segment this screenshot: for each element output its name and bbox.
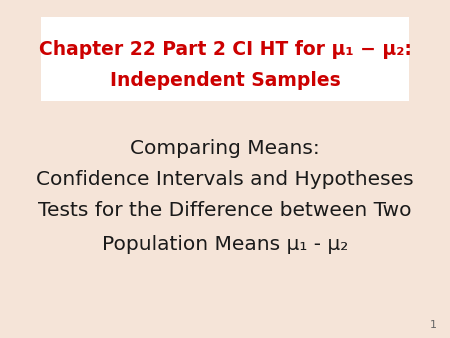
Text: Chapter 22 Part 2 CI HT for μ₁ − μ₂:: Chapter 22 Part 2 CI HT for μ₁ − μ₂: — [39, 40, 411, 58]
Text: Tests for the Difference between Two: Tests for the Difference between Two — [38, 201, 412, 220]
Text: Confidence Intervals and Hypotheses: Confidence Intervals and Hypotheses — [36, 170, 414, 189]
Text: Population Means μ₁ - μ₂: Population Means μ₁ - μ₂ — [102, 235, 348, 254]
Text: 1: 1 — [429, 319, 436, 330]
Text: Independent Samples: Independent Samples — [110, 71, 340, 90]
FancyBboxPatch shape — [40, 17, 410, 101]
Text: Comparing Means:: Comparing Means: — [130, 139, 320, 158]
